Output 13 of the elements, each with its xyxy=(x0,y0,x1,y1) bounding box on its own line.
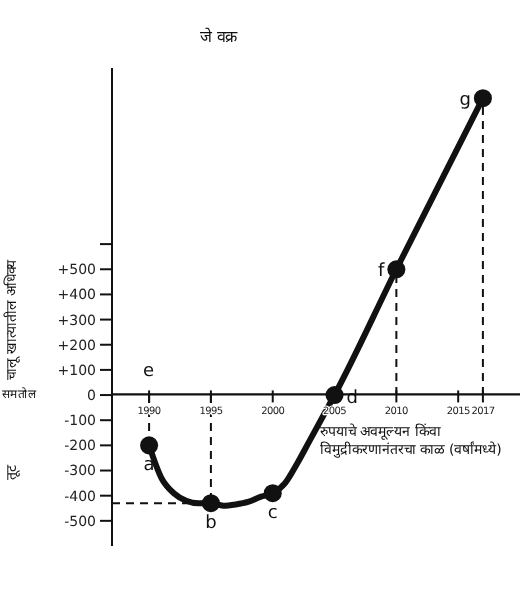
chart-title: जे वक्र xyxy=(200,25,238,46)
point xyxy=(263,484,282,503)
point xyxy=(325,386,344,405)
annotation: e xyxy=(143,362,155,383)
annotation: b xyxy=(205,514,218,535)
annotation: a xyxy=(143,456,155,477)
annotation: g xyxy=(459,90,471,111)
point xyxy=(387,260,406,279)
annotation: f xyxy=(378,261,387,282)
point xyxy=(201,494,220,513)
point xyxy=(140,436,159,455)
point xyxy=(473,89,492,108)
annotation: c xyxy=(267,503,278,524)
